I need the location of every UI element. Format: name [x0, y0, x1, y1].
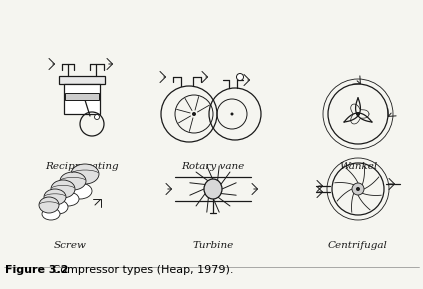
Ellipse shape — [51, 180, 75, 198]
Ellipse shape — [60, 172, 86, 190]
Text: Screw: Screw — [54, 241, 86, 250]
Bar — [59, 76, 105, 84]
Ellipse shape — [68, 183, 92, 199]
Text: Reciprocating: Reciprocating — [45, 162, 119, 171]
Ellipse shape — [44, 189, 66, 205]
Circle shape — [356, 187, 360, 191]
Bar — [64, 84, 100, 114]
Ellipse shape — [71, 164, 99, 184]
Circle shape — [352, 183, 364, 195]
Circle shape — [356, 112, 360, 116]
Text: Wankel: Wankel — [339, 162, 377, 171]
Ellipse shape — [39, 197, 59, 213]
Ellipse shape — [42, 208, 60, 220]
Text: Turbine: Turbine — [192, 241, 233, 250]
Circle shape — [192, 112, 196, 116]
Bar — [65, 93, 99, 100]
Text: Rotary vane: Rotary vane — [181, 162, 244, 171]
Circle shape — [94, 114, 99, 119]
Ellipse shape — [204, 179, 222, 199]
Text: Figure 3.2: Figure 3.2 — [5, 265, 69, 275]
Ellipse shape — [57, 192, 79, 206]
Circle shape — [231, 112, 233, 116]
Text: Centrifugal: Centrifugal — [328, 241, 388, 250]
Circle shape — [236, 73, 244, 81]
Text: Compressor types (Heap, 1979).: Compressor types (Heap, 1979). — [49, 265, 233, 275]
Ellipse shape — [48, 200, 68, 214]
